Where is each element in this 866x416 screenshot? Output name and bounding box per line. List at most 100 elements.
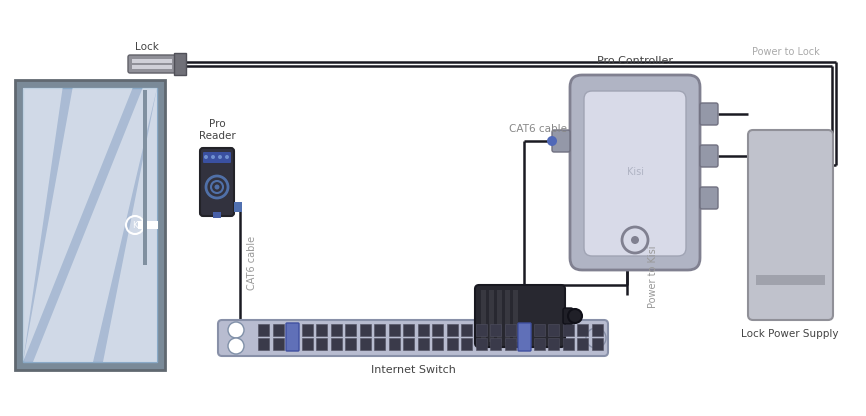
Text: CAT6 cable: CAT6 cable: [247, 236, 257, 290]
Bar: [505, 338, 515, 350]
Text: CAT6 cable: CAT6 cable: [509, 124, 567, 134]
Bar: [513, 290, 518, 342]
Bar: [447, 338, 457, 350]
FancyBboxPatch shape: [200, 148, 234, 216]
Text: Internet Switch: Internet Switch: [371, 365, 456, 375]
FancyBboxPatch shape: [584, 91, 686, 256]
Polygon shape: [23, 88, 132, 362]
Bar: [132, 59, 172, 63]
FancyBboxPatch shape: [218, 320, 608, 356]
Bar: [403, 324, 414, 336]
Bar: [213, 212, 221, 218]
Circle shape: [228, 338, 244, 354]
FancyBboxPatch shape: [700, 187, 718, 209]
Bar: [132, 65, 172, 69]
Text: K: K: [132, 220, 138, 230]
Bar: [374, 324, 385, 336]
FancyBboxPatch shape: [570, 75, 700, 270]
Bar: [432, 338, 443, 350]
Bar: [273, 324, 283, 336]
Bar: [15, 80, 165, 370]
Bar: [475, 338, 487, 350]
Bar: [591, 338, 603, 350]
Bar: [316, 324, 327, 336]
Bar: [23, 88, 157, 362]
Bar: [374, 338, 385, 350]
Bar: [505, 324, 515, 336]
FancyBboxPatch shape: [552, 130, 570, 152]
Bar: [519, 324, 530, 336]
Text: Lock Power Supply: Lock Power Supply: [741, 329, 839, 339]
Bar: [591, 324, 603, 336]
Circle shape: [586, 328, 606, 348]
Bar: [756, 275, 825, 285]
Text: Pro
Reader: Pro Reader: [198, 119, 236, 141]
Text: Power to Kisi: Power to Kisi: [648, 246, 658, 308]
Text: Kisi: Kisi: [626, 167, 643, 177]
Circle shape: [225, 155, 229, 159]
Bar: [389, 338, 399, 350]
Bar: [403, 338, 414, 350]
Bar: [519, 338, 530, 350]
Bar: [563, 324, 573, 336]
Circle shape: [631, 236, 639, 244]
Text: Power to Lock: Power to Lock: [753, 47, 820, 57]
FancyBboxPatch shape: [203, 152, 231, 163]
Bar: [461, 324, 472, 336]
FancyBboxPatch shape: [563, 308, 573, 324]
FancyBboxPatch shape: [700, 103, 718, 125]
Bar: [505, 290, 510, 342]
Bar: [461, 338, 472, 350]
Bar: [475, 324, 487, 336]
Bar: [287, 324, 298, 336]
Bar: [301, 324, 313, 336]
Circle shape: [547, 136, 557, 146]
Bar: [548, 338, 559, 350]
Bar: [432, 324, 443, 336]
Bar: [417, 338, 429, 350]
Bar: [533, 324, 545, 336]
Bar: [577, 338, 588, 350]
Bar: [273, 338, 283, 350]
Polygon shape: [103, 88, 157, 362]
Bar: [143, 90, 147, 265]
FancyBboxPatch shape: [286, 323, 299, 351]
FancyBboxPatch shape: [700, 145, 718, 167]
FancyBboxPatch shape: [128, 55, 176, 73]
FancyBboxPatch shape: [475, 285, 565, 347]
Bar: [577, 324, 588, 336]
FancyBboxPatch shape: [748, 130, 833, 320]
Bar: [258, 338, 269, 350]
Bar: [331, 324, 341, 336]
Text: Lock: Lock: [135, 42, 159, 52]
Polygon shape: [33, 88, 157, 362]
Bar: [258, 324, 269, 336]
Bar: [548, 324, 559, 336]
Bar: [174, 53, 186, 75]
Bar: [287, 338, 298, 350]
Bar: [345, 324, 356, 336]
Circle shape: [204, 155, 208, 159]
Circle shape: [218, 155, 222, 159]
Bar: [489, 290, 494, 342]
Bar: [359, 324, 371, 336]
Bar: [533, 338, 545, 350]
Bar: [481, 290, 486, 342]
Text: Pro Controller: Pro Controller: [597, 56, 673, 66]
Polygon shape: [23, 88, 62, 362]
Bar: [417, 324, 429, 336]
Bar: [497, 290, 502, 342]
Bar: [447, 324, 457, 336]
Circle shape: [568, 309, 582, 323]
Bar: [490, 338, 501, 350]
Bar: [345, 338, 356, 350]
Bar: [331, 338, 341, 350]
Circle shape: [211, 155, 215, 159]
Bar: [316, 338, 327, 350]
Circle shape: [215, 185, 219, 190]
Bar: [563, 338, 573, 350]
Bar: [301, 338, 313, 350]
FancyBboxPatch shape: [518, 323, 531, 351]
Bar: [138, 221, 158, 229]
Bar: [490, 324, 501, 336]
